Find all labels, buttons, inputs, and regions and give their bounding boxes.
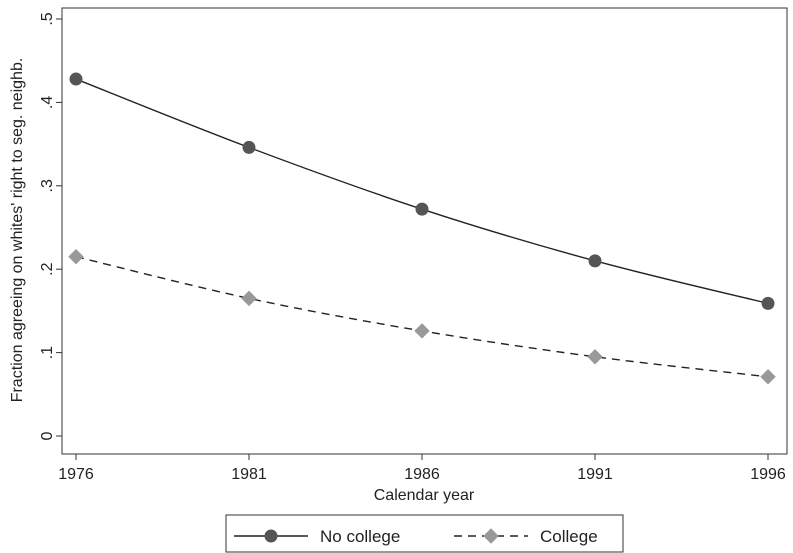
x-tick-label: 1991 <box>577 466 613 483</box>
legend-item: College <box>454 527 598 546</box>
data-point <box>415 202 429 216</box>
y-tick-label: .2 <box>39 262 56 275</box>
data-point <box>68 248 84 265</box>
x-axis: 1976 1981 1986 1991 1996 <box>58 454 786 483</box>
legend: No college College <box>225 514 624 553</box>
y-tick-label: .5 <box>39 12 56 25</box>
legend-label: College <box>540 527 598 546</box>
y-tick-label: .4 <box>39 96 56 109</box>
y-axis-title: Fraction agreeing on whites' right to se… <box>9 58 26 403</box>
y-tick-label: 0 <box>39 431 56 440</box>
legend-marker <box>264 529 278 543</box>
x-tick-label: 1981 <box>231 466 267 483</box>
data-point <box>241 290 257 307</box>
legend-label: No college <box>320 527 400 546</box>
x-tick-label: 1976 <box>58 466 94 483</box>
data-point <box>761 296 775 310</box>
y-axis: 0 .1 .2 .3 .4 .5 <box>39 12 62 440</box>
legend-box <box>225 514 624 553</box>
x-tick-label: 1986 <box>404 466 440 483</box>
series-no-college <box>69 72 775 310</box>
series-line <box>75 78 769 305</box>
data-point <box>587 349 603 365</box>
data-point <box>588 254 602 268</box>
data-point <box>414 323 430 339</box>
series-layer <box>68 72 776 385</box>
series-line <box>75 256 769 378</box>
data-point <box>760 369 776 385</box>
x-tick-label: 1996 <box>750 466 786 483</box>
y-tick-label: .3 <box>39 179 56 192</box>
series-college <box>68 248 776 385</box>
plot-frame <box>61 7 788 455</box>
legend-item: No college <box>234 527 400 546</box>
y-tick-label: .1 <box>39 346 56 359</box>
x-axis-title: Calendar year <box>374 487 475 504</box>
data-point <box>69 72 83 86</box>
data-point <box>242 140 256 154</box>
legend-marker <box>483 528 499 544</box>
